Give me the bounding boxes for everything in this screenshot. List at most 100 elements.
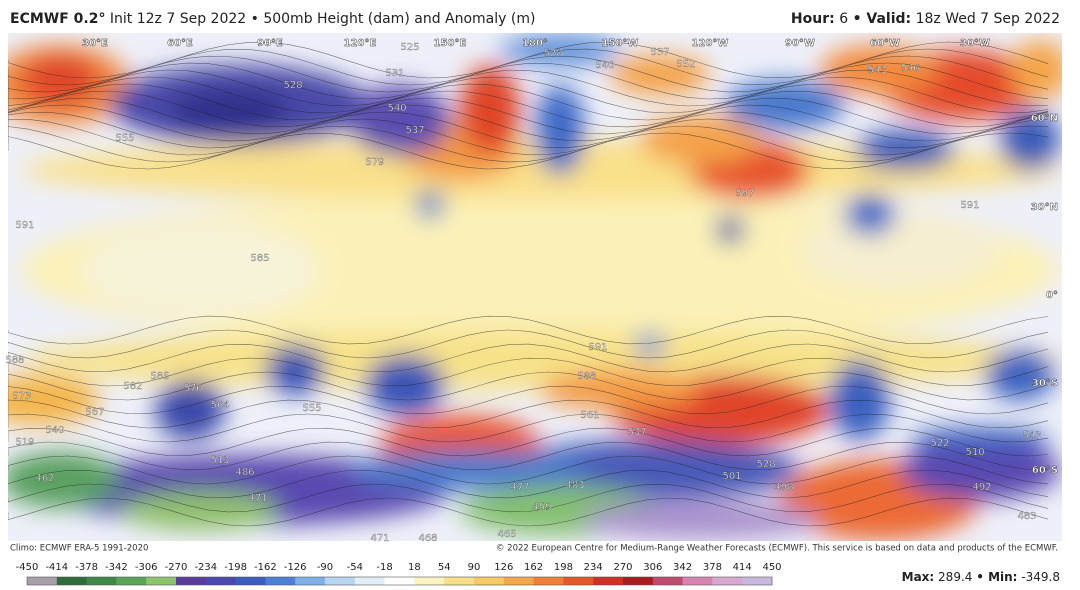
colorbar-tick-label: 306 [643,562,662,573]
contour-label: 585 [250,253,269,264]
contour-label: 582 [123,381,142,392]
longitude-label: 30°E [82,38,108,49]
colorbar-segment [205,577,237,585]
max-label: Max: [902,570,935,584]
contour-label: 498 [774,482,793,493]
contour-label: 510 [965,447,984,458]
contour-label: 564 [210,400,229,411]
latitude-label: 60°S [1032,465,1058,476]
colorbar-segment [354,577,386,585]
colorbar-segment [712,577,743,585]
contour-label: 492 [972,482,991,493]
hour: 6 [839,11,848,27]
anomaly-blob [580,502,820,538]
longitude-label: 120°W [692,38,729,49]
contour [8,104,1049,142]
contour-label: 522 [930,438,949,449]
colorbar-tick-label: -306 [135,562,158,573]
contour-label: 465 [497,529,516,540]
contour-label: 486 [235,467,254,478]
contour [8,55,1049,93]
anomaly-blob [1010,40,1062,100]
colorbar-segment [652,577,684,585]
description: Init 12z 7 Sep 2022 • 500mb Height (dam)… [110,11,536,27]
colorbar-tick-label: -126 [284,562,307,573]
contour-label: 483 [565,480,584,491]
colorbar-tick-label: -270 [165,562,188,573]
contour-label: 555 [302,403,321,414]
colorbar-tick-label: 198 [554,562,573,573]
colorbar: -450 -414 -378 -342 -306 -270 -234 -198 -162 -126… [16,562,782,586]
copyright: © 2022 European Centre for Medium-Range … [496,544,1058,554]
anomaly-blob [350,85,450,155]
contour-label: 471 [248,493,267,504]
contour [8,90,1049,128]
anomaly-blob [610,55,710,95]
contour-label: 543 [867,65,886,76]
contour-label: 471 [370,533,389,544]
colorbar-tick-label: -450 [16,562,39,573]
colorbar-frame [26,576,773,586]
contour-label: 591 [588,342,607,353]
colorbar-segment [384,577,415,585]
colorbar-segment [325,577,356,585]
anomaly-blob [910,428,1050,452]
contour-label: 591 [15,220,34,231]
longitude-label: 180° [522,38,548,49]
colorbar-segment [295,577,326,585]
contour [8,399,1049,429]
contour [8,469,1049,499]
colorbar-tick-label: 234 [584,562,603,573]
anomaly-blob [716,216,744,244]
contour-label: 525 [400,42,419,53]
contour-label: 540 [45,425,64,436]
contour [8,343,1049,373]
colorbar-segment [474,577,505,585]
colorbar-segment [593,577,624,585]
contour [8,97,1049,135]
colorbar-segment [623,577,654,585]
contour-label: 537 [627,427,646,438]
anomaly-blob [155,380,225,440]
contour-label: 477 [510,482,529,493]
map [8,33,1062,541]
colorbar-segment [444,577,475,585]
longitude-label: 60°W [870,38,900,49]
colorbar-tick-label: 450 [762,562,781,573]
contour-label: 555 [115,133,134,144]
contour [8,111,1049,149]
latitude-label: 60°N [1031,113,1058,124]
colorbar-tick-label: 90 [468,562,481,573]
colorbar-segment [503,577,535,585]
contour-label: 531 [385,68,404,79]
contour-label: 546 [900,63,919,74]
contour-label: 519 [15,437,34,448]
contour-lines [8,41,1049,527]
colorbar-tick-label: 18 [408,562,421,573]
hour-label: Hour: [791,11,835,27]
colorbar-tick-label: 162 [524,562,543,573]
colorbar-tick-label: 342 [673,562,692,573]
anomaly-blob [20,55,100,105]
contour-label: 501 [722,471,741,482]
contour [8,62,1049,100]
longitude-label: 150°E [434,38,467,49]
colorbar-tick-label: -342 [105,562,128,573]
valid-label: • Valid: [853,11,912,27]
contour [8,132,1049,170]
contour [8,441,1049,471]
contour [8,76,1049,114]
contour-label: 567 [85,407,104,418]
anomaly-blob [460,65,520,155]
colorbar-segment [533,577,564,585]
anomaly-blob [900,440,1060,500]
contour [8,413,1049,443]
header-model: ECMWF 0.2° Init 12z 7 Sep 2022 • 500mb H… [10,11,535,27]
contour [8,125,1049,163]
colorbar-segment [414,577,445,585]
anomaly-blob [120,490,280,530]
min: -349.8 [1021,570,1060,584]
contour-label: 537 [405,125,424,136]
colorbar-segment [563,577,594,585]
